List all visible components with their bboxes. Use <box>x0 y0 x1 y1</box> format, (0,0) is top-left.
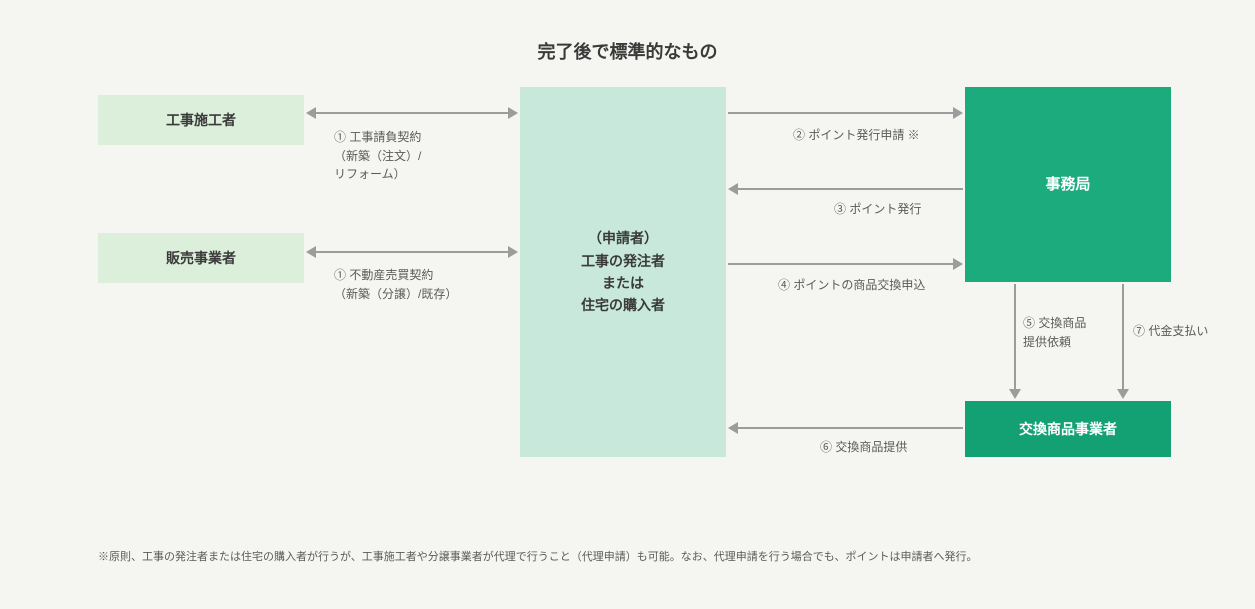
box-seller: 販売事業者 <box>98 233 304 283</box>
box-applicant: （申請者）工事の発注者または住宅の購入者 <box>520 87 726 457</box>
box-exchange-label: 交換商品事業者 <box>1019 418 1117 440</box>
arrow-label-4: ③ ポイント発行 <box>834 200 921 219</box>
arrow-label-7: ⑦ 代金支払い <box>1133 322 1208 341</box>
arrow-label-2: ① 不動産売買契約（新築（分譲）/既存） <box>334 266 457 303</box>
box-office: 事務局 <box>965 87 1171 282</box>
box-exchange: 交換商品事業者 <box>965 401 1171 457</box>
box-constructor-label: 工事施工者 <box>166 109 236 131</box>
arrow-label-8: ⑥ 交換商品提供 <box>820 438 907 457</box>
arrow-label-6: ⑤ 交換商品提供依頼 <box>1023 314 1086 351</box>
diagram-title: 完了後で標準的なもの <box>0 38 1255 64</box>
arrow-label-5: ④ ポイントの商品交換申込 <box>778 276 925 295</box>
box-office-label: 事務局 <box>1045 173 1090 197</box>
box-applicant-label: （申請者）工事の発注者または住宅の購入者 <box>581 227 665 317</box>
diagram-canvas: 完了後で標準的なもの 工事施工者 販売事業者 （申請者）工事の発注者または住宅の… <box>0 0 1255 609</box>
footnote: ※原則、工事の発注者または住宅の購入者が行うが、工事施工者や分譲事業者が代理で行… <box>98 548 977 564</box>
arrow-label-3: ② ポイント発行申請 ※ <box>793 126 920 145</box>
box-seller-label: 販売事業者 <box>166 247 236 269</box>
arrow-label-1: ① 工事請負契約（新築（注文）/リフォーム） <box>334 128 421 184</box>
box-constructor: 工事施工者 <box>98 95 304 145</box>
